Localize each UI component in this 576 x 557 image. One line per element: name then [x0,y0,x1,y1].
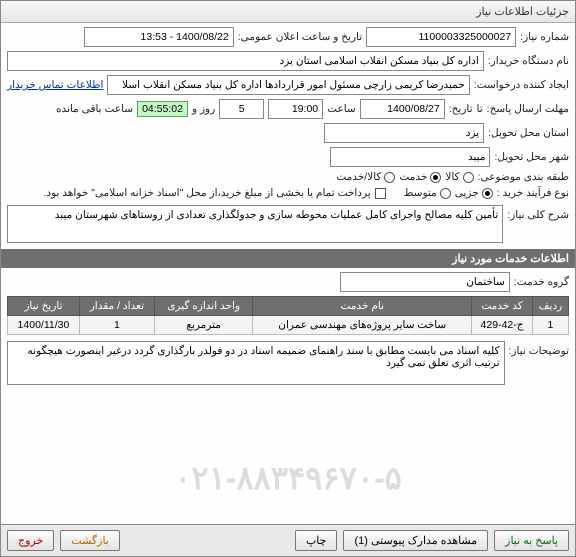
services-table: ردیف کد خدمت نام خدمت واحد اندازه گیری ت… [7,296,569,335]
col-unit: واحد اندازه گیری [154,297,252,316]
cell-row: 1 [532,316,568,335]
deadline-label: مهلت ارسال پاسخ: [487,103,569,115]
notes-label: توضیحات نیاز: [509,341,570,357]
print-button[interactable]: چاپ [295,530,338,551]
class-goods-radio[interactable]: کالا [445,171,473,183]
cell-name: ساخت سایر پروژه‌های مهندسی عمران [253,316,472,335]
overall-label: شرح کلی نیاز: [507,205,569,221]
time-label: ساعت [327,103,356,115]
days-label: روز و [192,103,215,115]
radio-icon [384,172,395,183]
deadline-date-field[interactable] [360,99,445,119]
pay-note: پرداخت تمام یا بخشی از مبلغ خرید،از محل … [44,187,371,199]
radio-icon [440,188,451,199]
creator-label: ایجاد کننده درخواست: [474,79,569,91]
date-label: تاریخ: [449,103,473,115]
radio-icon [430,172,441,183]
back-button[interactable]: بازگشت [60,530,120,551]
cell-code: ج-42-429 [472,316,533,335]
days-field[interactable] [219,99,264,119]
buytype-small-label: جزیی [455,187,479,199]
deadline-time-field[interactable] [268,99,323,119]
class-label: طبقه بندی موضوعی: [478,171,569,183]
buyer-org-field[interactable] [7,51,484,71]
city-field[interactable] [330,147,490,167]
col-name: نام خدمت [253,297,472,316]
radio-icon [482,188,493,199]
province-label: استان محل تحویل: [488,127,569,139]
province-field[interactable] [324,123,484,143]
col-code: کد خدمت [472,297,533,316]
treasury-checkbox[interactable] [375,188,386,199]
creator-field[interactable] [107,75,469,95]
attach-button[interactable]: مشاهده مدارک پیوستی (1) [343,530,488,551]
cell-qty: 1 [79,316,154,335]
buytype-med-label: متوسط [404,187,437,199]
col-date: تاریخ نیاز [8,297,80,316]
class-service-radio[interactable]: خدمت [399,171,441,183]
need-no-field[interactable] [366,27,516,47]
class-service-label: خدمت [399,171,427,183]
content-area: شماره نیاز: تاریخ و ساعت اعلان عمومی: نا… [1,23,575,524]
contact-link[interactable]: اطلاعات تماس خریدار [7,79,103,91]
class-both-radio[interactable]: کالا/خدمت [336,171,395,183]
countdown-timer: 04:55:02 [137,101,188,117]
col-qty: تعداد / مقدار [79,297,154,316]
watermark: ۰۲۱-۸۸۳۴۹۶۷۰-۵ [1,459,575,497]
reply-button[interactable]: پاسخ به نیاز [494,530,569,551]
buytype-label: نوع فرآیند خرید : [497,187,569,199]
footer-bar: پاسخ به نیاز مشاهده مدارک پیوستی (1) چاپ… [1,524,575,556]
group-field[interactable] [340,272,510,292]
radio-icon [463,172,474,183]
to-label: تا [477,103,483,115]
exit-button[interactable]: خروج [7,530,54,551]
buytype-med-radio[interactable]: متوسط [404,187,451,199]
remain-label: ساعت باقی مانده [56,103,133,115]
cell-unit: مترمربع [154,316,252,335]
window-title: جزئیات اطلاعات نیاز [476,5,569,18]
class-goods-label: کالا [445,171,459,183]
window-titlebar: جزئیات اطلاعات نیاز [1,1,575,23]
table-row[interactable]: 1 ج-42-429 ساخت سایر پروژه‌های مهندسی عم… [8,316,569,335]
notes-textarea[interactable]: کلیه اسناد می بایست مطابق با سند راهنمای… [7,341,505,385]
announce-field[interactable] [84,27,234,47]
need-no-label: شماره نیاز: [520,31,569,43]
col-row: ردیف [532,297,568,316]
cell-date: 1400/11/30 [8,316,80,335]
overall-textarea[interactable]: تأمین کلیه مصالح واجرای کامل عملیات محوط… [7,205,503,243]
buytype-small-radio[interactable]: جزیی [455,187,493,199]
buyer-org-label: نام دستگاه خریدار: [488,55,569,67]
class-both-label: کالا/خدمت [336,171,381,183]
announce-label: تاریخ و ساعت اعلان عمومی: [238,31,362,43]
services-header: اطلاعات خدمات مورد نیاز [1,249,575,268]
city-label: شهر محل تحویل: [494,151,569,163]
group-label: گروه خدمت: [514,276,569,288]
